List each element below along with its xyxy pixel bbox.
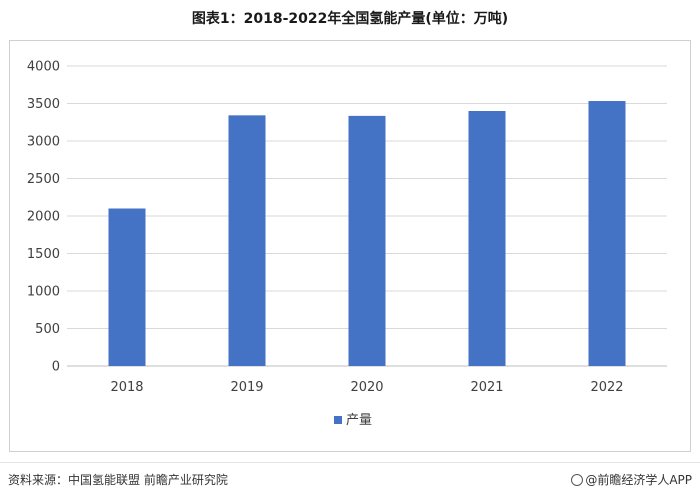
y-tick-label: 0 [52, 360, 60, 375]
y-tick-label: 1000 [27, 285, 60, 300]
divider [0, 462, 700, 463]
x-tick-label: 2018 [110, 380, 143, 395]
bar [108, 208, 146, 366]
bar [348, 115, 386, 366]
y-tick-label: 4000 [27, 60, 60, 75]
y-tick-label: 1500 [27, 247, 60, 262]
legend-label: 产量 [346, 413, 372, 428]
y-tick-label: 3000 [27, 135, 60, 150]
y-tick-label: 3500 [27, 97, 60, 112]
y-tick-label: 2000 [27, 210, 60, 225]
bar [588, 101, 626, 367]
brand-text: @前瞻经济学人APP [585, 473, 692, 487]
x-tick-label: 2020 [350, 380, 383, 395]
bar-chart: 0 500 1000 1500 2000 2500 3000 3500 4000 2018 2019… [27, 60, 667, 428]
x-tick-label: 2021 [470, 380, 503, 395]
page-title: 图表1：2018-2022年全国氢能产量(单位：万吨) [191, 11, 509, 27]
y-tick-label: 2500 [27, 172, 60, 187]
brand-logo-icon [571, 474, 584, 486]
x-tick-label: 2019 [230, 380, 263, 395]
legend-swatch [334, 416, 342, 424]
source-note: 资料来源：中国氢能联盟 前瞻产业研究院 [8, 473, 228, 487]
bar [468, 111, 506, 366]
y-tick-label: 500 [35, 322, 60, 337]
x-tick-label: 2022 [590, 380, 623, 395]
brand-label: @前瞻经济学人APP [571, 471, 692, 488]
bar [228, 115, 266, 366]
